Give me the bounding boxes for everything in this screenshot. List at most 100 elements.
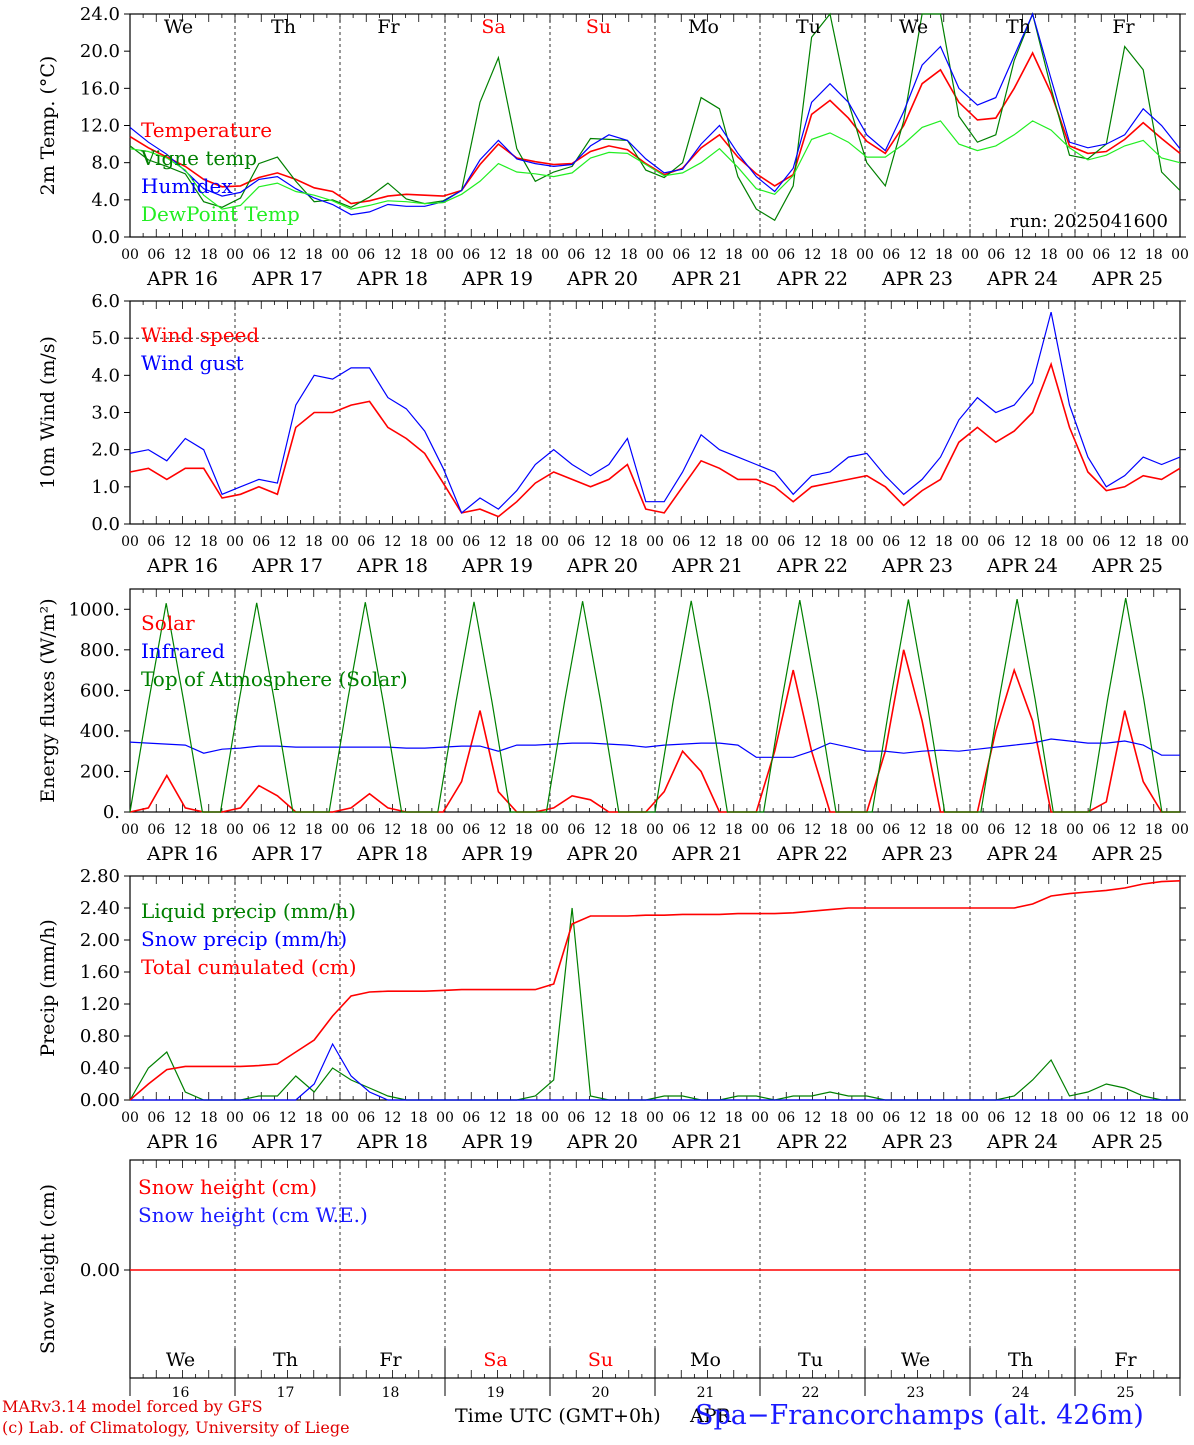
- hour-tick-label: 18: [620, 534, 638, 550]
- hour-tick-label: 00: [436, 534, 454, 550]
- legend-entry: Snow precip (mm/h): [141, 927, 347, 951]
- panel-1: 0.0 4.0 8.0 12.0 16.0 20.0 24.0 2m Temp. (°C) 00…: [37, 4, 1189, 290]
- y-tick-label: 0.40: [80, 1058, 120, 1079]
- weekday-label-bottom: Th: [1008, 1349, 1033, 1371]
- hour-tick-label: 12: [174, 822, 192, 838]
- day-number-label: 24: [1012, 1385, 1030, 1401]
- weekday-label-bottom: Fr: [1114, 1349, 1137, 1371]
- hour-tick-label: 00: [436, 247, 454, 263]
- hour-tick-label: 18: [1040, 247, 1058, 263]
- hour-tick-label: 06: [672, 534, 690, 550]
- y-tick-label: 1.60: [80, 962, 120, 983]
- date-label: APR 23: [881, 555, 953, 577]
- hour-tick-label: 00: [961, 822, 979, 838]
- date-label: APR 20: [566, 555, 638, 577]
- hour-tick-label: 12: [1014, 822, 1032, 838]
- y-tick-label: 20.0: [80, 41, 120, 62]
- y-axis-label: 10m Wind (m/s): [37, 336, 59, 489]
- hour-tick-label: 18: [515, 822, 533, 838]
- hour-tick-label: 18: [200, 1110, 218, 1126]
- hour-tick-label: 06: [567, 534, 585, 550]
- y-tick-label: 0.0: [91, 227, 120, 248]
- legend-entry: Snow height (cm W.E.): [138, 1203, 368, 1227]
- day-number-label: 23: [907, 1385, 925, 1401]
- hour-tick-label: 00: [961, 247, 979, 263]
- date-label: APR 20: [566, 843, 638, 865]
- hour-tick-label: 06: [1092, 247, 1110, 263]
- hour-tick-label: 12: [594, 822, 612, 838]
- hour-tick-label: 00: [541, 247, 559, 263]
- hour-tick-label: 06: [357, 822, 375, 838]
- series-line-wind-gust: [129, 311, 1181, 514]
- hour-tick-label: 12: [1014, 534, 1032, 550]
- date-label: APR 20: [566, 268, 638, 290]
- date-label: APR 19: [461, 843, 533, 865]
- hour-tick-label: 18: [725, 1110, 743, 1126]
- hour-tick-label: 18: [200, 247, 218, 263]
- weekday-label-top: We: [164, 16, 193, 38]
- day-number-label: 18: [382, 1385, 400, 1401]
- hour-tick-label: 12: [1119, 822, 1137, 838]
- hour-tick-label: 12: [1119, 1110, 1137, 1126]
- date-label: APR 21: [671, 555, 743, 577]
- hour-tick-label: 00: [226, 822, 244, 838]
- hour-tick-label: 00: [121, 534, 139, 550]
- hour-tick-label: 00: [856, 247, 874, 263]
- date-label: APR 19: [461, 555, 533, 577]
- hour-tick-label: 00: [1066, 247, 1084, 263]
- day-number-label: 19: [487, 1385, 505, 1401]
- hour-tick-label: 00: [961, 1110, 979, 1126]
- y-tick-label: 0.80: [80, 1026, 120, 1047]
- hour-tick-label: 18: [515, 1110, 533, 1126]
- date-label: APR 24: [986, 268, 1058, 290]
- day-number-label: 17: [277, 1385, 295, 1401]
- date-label: APR 18: [356, 843, 428, 865]
- hour-tick-label: 18: [410, 1110, 428, 1126]
- series-line-top-of-atmosphere-solar-: [129, 597, 1180, 813]
- hour-tick-label: 18: [830, 822, 848, 838]
- hour-tick-label: 12: [594, 1110, 612, 1126]
- hour-tick-label: 06: [252, 1110, 270, 1126]
- hour-tick-label: 06: [252, 534, 270, 550]
- hour-tick-label: 06: [357, 247, 375, 263]
- weekday-label-bottom: Th: [273, 1349, 298, 1371]
- legend-entry: Snow height (cm): [138, 1175, 317, 1199]
- hour-tick-label: 12: [489, 534, 507, 550]
- y-tick-label: 12.0: [80, 116, 120, 137]
- hour-tick-label: 18: [305, 822, 323, 838]
- hour-tick-label: 12: [909, 822, 927, 838]
- hour-tick-label: 00: [856, 534, 874, 550]
- date-label: APR 25: [1091, 1131, 1163, 1153]
- panel-2: 0.0 1.0 2.0 3.0 4.0 5.0 6.0 10m Wind (m/s) 00 06 1…: [37, 291, 1189, 577]
- hour-tick-label: 00: [1171, 534, 1189, 550]
- hour-tick-label: 18: [1145, 534, 1163, 550]
- date-label: APR 24: [986, 843, 1058, 865]
- hour-tick-label: 12: [1119, 247, 1137, 263]
- series-line-wind-speed: [129, 361, 1181, 518]
- legend-entry: Humidex: [141, 174, 233, 198]
- y-tick-label: 1.0: [91, 477, 120, 498]
- hour-tick-label: 18: [725, 534, 743, 550]
- weekday-label-top: We: [899, 16, 928, 38]
- legend-entry: Vigne temp: [140, 146, 257, 170]
- hour-tick-label: 18: [410, 534, 428, 550]
- hour-tick-label: 12: [384, 1110, 402, 1126]
- y-tick-label: 24.0: [80, 4, 120, 25]
- hour-tick-label: 12: [384, 822, 402, 838]
- hour-tick-label: 00: [436, 1110, 454, 1126]
- day-number-label: 25: [1117, 1385, 1135, 1401]
- y-tick-label: 16.0: [80, 78, 120, 99]
- hour-tick-label: 18: [200, 822, 218, 838]
- hour-tick-label: 06: [882, 247, 900, 263]
- credit-line-2: (c) Lab. of Climatology, University of L…: [2, 1418, 350, 1437]
- panel-4: 0.00 0.40 0.80 1.20 1.60 2.00 2.40 2.80 Precip (…: [37, 866, 1189, 1153]
- y-tick-label: 200.: [80, 761, 120, 782]
- hour-tick-label: 06: [777, 1110, 795, 1126]
- hour-tick-label: 00: [646, 247, 664, 263]
- weekday-label-top: Sa: [481, 16, 505, 38]
- hour-tick-label: 06: [987, 534, 1005, 550]
- hour-tick-label: 06: [357, 1110, 375, 1126]
- hour-tick-label: 12: [699, 1110, 717, 1126]
- series-line-liquid-precip-mm-h-: [129, 907, 1180, 1101]
- hour-tick-label: 18: [620, 1110, 638, 1126]
